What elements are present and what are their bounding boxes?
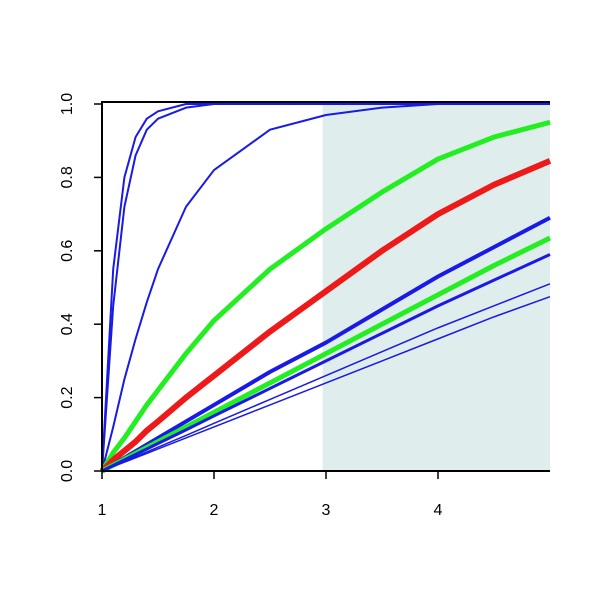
- series-line: [101, 295, 551, 472]
- highlight-region: [322, 102, 550, 471]
- y-tick-label: 0.4: [59, 313, 76, 335]
- series-line: [101, 253, 551, 473]
- y-tick-label: 0.2: [59, 386, 76, 408]
- x-tick-label: 2: [210, 502, 219, 519]
- y-tick-label: 0.0: [59, 460, 76, 482]
- y-tick-label: 0.6: [59, 240, 76, 262]
- y-tick-label: 0.8: [59, 166, 76, 188]
- series-line: [99, 158, 552, 474]
- x-tick-label: 4: [434, 502, 443, 519]
- x-tick-label: 1: [98, 502, 107, 519]
- series-line: [99, 119, 551, 473]
- x-tick-label: 3: [322, 502, 331, 519]
- y-tick-label: 1.0: [59, 93, 76, 115]
- series-line: [101, 103, 550, 472]
